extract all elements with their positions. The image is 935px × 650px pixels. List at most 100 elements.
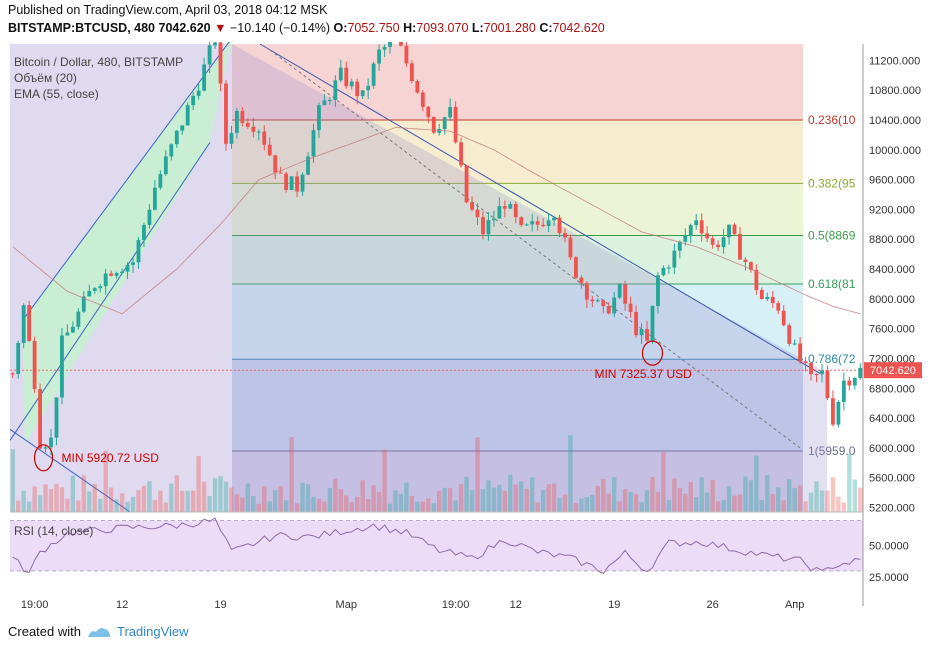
volume-bar xyxy=(207,495,212,512)
candle-body xyxy=(125,264,130,272)
time-tick-label: 19 xyxy=(214,599,226,611)
volume-bar xyxy=(568,435,573,512)
candle-body xyxy=(727,224,731,238)
uptrend-channel xyxy=(22,42,232,445)
volume-bar xyxy=(141,485,147,512)
candle-body xyxy=(344,67,349,87)
volume-bar xyxy=(333,478,338,512)
candle-body xyxy=(404,45,409,64)
candle-body xyxy=(131,262,135,265)
candle-body xyxy=(382,46,387,50)
candle-body xyxy=(787,325,792,344)
candle-body xyxy=(508,203,513,209)
volume-bar xyxy=(666,500,672,512)
price-tick-label: 11200.000 xyxy=(869,55,920,67)
volume-bar xyxy=(420,501,426,512)
candle-body xyxy=(716,244,721,248)
candle-body xyxy=(699,220,704,234)
candle-body xyxy=(765,296,770,300)
time-tick-label: 19:00 xyxy=(21,599,49,611)
volume-bar xyxy=(644,490,650,512)
last-price: 7042.620 xyxy=(158,21,211,35)
open-value: 7052.750 xyxy=(347,21,400,35)
volume-bar xyxy=(628,491,633,512)
volume-bar xyxy=(218,476,223,512)
candle-body xyxy=(224,83,228,144)
volume-bar xyxy=(557,497,562,512)
volume-bar xyxy=(152,499,158,512)
candle-body xyxy=(781,310,786,326)
volume-bar xyxy=(694,497,699,512)
high-value: 7093.070 xyxy=(416,21,469,35)
volume-bar xyxy=(37,495,43,512)
candle-body xyxy=(81,296,86,312)
candle-body xyxy=(470,202,474,210)
volume-bar xyxy=(573,502,579,512)
candle-body xyxy=(464,165,469,203)
volume-bar xyxy=(136,489,141,512)
volume-bar xyxy=(497,484,502,512)
volume-bar xyxy=(311,497,316,512)
volume-bar xyxy=(338,489,343,512)
candle-body xyxy=(21,305,26,343)
volume-bar xyxy=(262,486,267,512)
candle-body xyxy=(836,401,841,425)
volume-bar xyxy=(469,490,475,512)
volume-bar xyxy=(344,495,349,512)
volume-bar xyxy=(169,483,174,512)
candle-body xyxy=(349,81,354,87)
candle-body xyxy=(147,209,152,225)
candle-body xyxy=(426,106,431,118)
volume-bar xyxy=(841,502,847,512)
candle-body xyxy=(612,297,617,314)
candle-body xyxy=(743,259,748,263)
volume-bar xyxy=(699,477,704,512)
legend-title: Bitcoin / Dollar, 480, BITSTAMP xyxy=(14,55,183,69)
volume-bar xyxy=(458,484,464,512)
candle-body xyxy=(311,130,316,157)
candle-body xyxy=(721,237,726,248)
candle-body xyxy=(666,267,671,269)
volume-bar xyxy=(289,437,294,512)
candle-body xyxy=(114,273,119,276)
candle-body xyxy=(535,221,540,225)
volume-bar xyxy=(508,474,513,512)
volume-bar xyxy=(808,492,814,512)
volume-bar xyxy=(360,480,365,512)
candle-body xyxy=(825,370,830,399)
volume-bar xyxy=(688,482,693,512)
volume-bar xyxy=(830,477,836,512)
volume-bar xyxy=(10,449,15,512)
chart-area[interactable]: 0.236(10 0.382(95 0.5(8869 0.618(81 0.786(72… xyxy=(0,42,935,624)
candle-body xyxy=(634,311,638,336)
volume-bar xyxy=(480,489,486,512)
price-tick-label: 9200.000 xyxy=(869,204,915,216)
candle-body xyxy=(196,90,201,96)
candle-body xyxy=(32,340,37,390)
candle-body xyxy=(16,342,21,374)
candle-body xyxy=(481,217,485,235)
time-tick-label: 19 xyxy=(608,599,620,611)
volume-bar xyxy=(579,498,584,512)
volume-bar xyxy=(677,487,683,512)
tradingview-brand[interactable]: TradingView xyxy=(116,624,189,639)
candle-body xyxy=(158,174,163,188)
candle-body xyxy=(65,332,70,336)
volume-bar xyxy=(442,487,447,512)
volume-bar xyxy=(803,501,808,512)
candle-body xyxy=(399,42,403,46)
volume-bar xyxy=(196,456,201,512)
volume-bar xyxy=(847,453,852,512)
candle-body xyxy=(557,217,562,234)
volume-bar xyxy=(447,488,453,512)
volume-bar xyxy=(32,486,37,512)
volume-bar xyxy=(305,484,311,512)
volume-bar xyxy=(590,494,595,512)
open-label: O: xyxy=(333,21,348,35)
fib-level-label: 1(5959.0 xyxy=(808,444,856,458)
candle-body xyxy=(415,81,420,93)
candle-body xyxy=(852,377,857,386)
volume-bar xyxy=(595,486,600,512)
volume-bar xyxy=(633,494,639,512)
candle-body xyxy=(546,220,551,227)
